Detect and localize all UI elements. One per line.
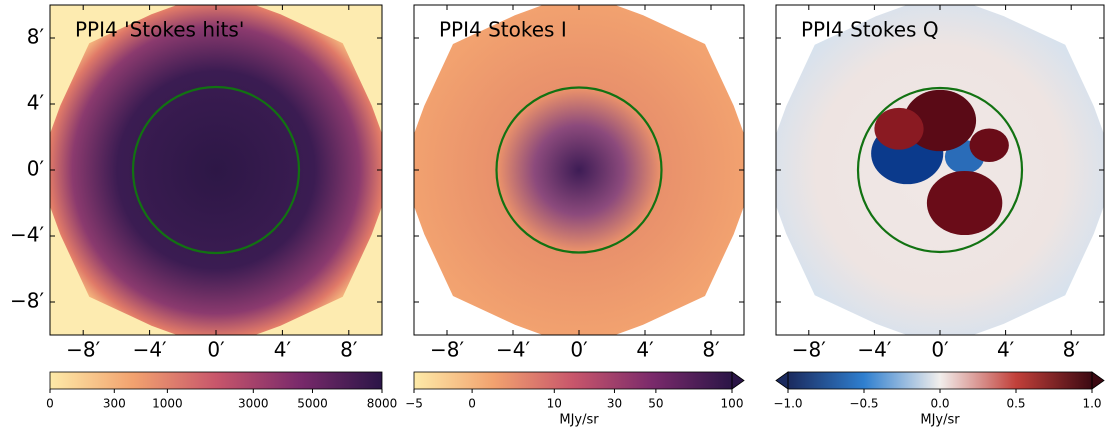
map-feature xyxy=(969,128,1009,162)
x-tick-label: 8′ xyxy=(702,338,720,362)
x-tick-label: 4′ xyxy=(274,338,292,362)
x-tick-label: 0′ xyxy=(931,338,949,362)
colorbar-extend-min xyxy=(775,371,789,390)
y-tick-label: 4′ xyxy=(27,91,45,115)
colorbar-tick-label: 0 xyxy=(468,397,476,411)
x-tick-label: −8′ xyxy=(66,338,100,362)
x-tick-label: 0′ xyxy=(207,338,225,362)
colorbar-tick-label: 1000 xyxy=(152,397,183,411)
y-tick-label: 8′ xyxy=(27,25,45,49)
panel-title: PPI4 Stokes Q xyxy=(801,18,939,42)
x-tick-label: −8′ xyxy=(430,338,464,362)
colorbar-tick-label: 300 xyxy=(103,397,126,411)
colorbar-tick-label: −1.0 xyxy=(773,397,802,411)
colorbar-tick-label: 0 xyxy=(46,397,54,411)
region-circle xyxy=(856,86,1024,254)
x-tick-label: 4′ xyxy=(636,338,654,362)
colorbar-frame xyxy=(49,371,383,390)
map-image xyxy=(776,5,1104,335)
colorbar-tick-label: 8000 xyxy=(367,397,398,411)
region-circle xyxy=(495,86,663,254)
colorbar-tick-label: 5000 xyxy=(297,397,328,411)
x-tick-label: 0′ xyxy=(570,338,588,362)
x-tick-label: −4′ xyxy=(133,338,167,362)
colorbar-tick-label: 3000 xyxy=(238,397,269,411)
panel-title: PPI4 'Stokes hits' xyxy=(75,18,244,42)
map-coverage xyxy=(50,5,382,335)
colorbar-extend-max xyxy=(1091,371,1105,390)
colorbar xyxy=(414,372,732,389)
colorbar xyxy=(50,372,382,389)
map-image xyxy=(50,5,382,335)
colorbar-tick-label: 0.5 xyxy=(1006,397,1025,411)
map-feature xyxy=(874,107,924,150)
x-tick-label: −8′ xyxy=(792,338,826,362)
colorbar-tick-label: 1.0 xyxy=(1082,397,1101,411)
colorbar-tick-label: 10 xyxy=(547,397,562,411)
panel-title: PPI4 Stokes I xyxy=(439,18,567,42)
colorbar-tick-label: −5 xyxy=(405,397,423,411)
map-coverage xyxy=(776,5,1104,335)
y-tick-label: 0′ xyxy=(27,157,45,181)
x-tick-label: 8′ xyxy=(340,338,358,362)
y-tick-label: −4′ xyxy=(10,223,44,247)
colorbar-tick-label: 0.0 xyxy=(930,397,949,411)
colorbar-tick-label: 100 xyxy=(721,397,744,411)
x-tick-label: −4′ xyxy=(496,338,530,362)
colorbar xyxy=(788,372,1092,389)
x-tick-label: 4′ xyxy=(997,338,1015,362)
colorbar-frame xyxy=(413,371,733,390)
colorbar-tick-label: 50 xyxy=(648,397,663,411)
colorbar-tick-label: −0.5 xyxy=(849,397,878,411)
colorbar-tick-label: 30 xyxy=(607,397,622,411)
map-feature xyxy=(926,170,1003,236)
map-image xyxy=(414,5,744,335)
colorbar-label: MJy/sr xyxy=(920,413,960,428)
region-circle xyxy=(131,85,301,255)
colorbar-label: MJy/sr xyxy=(559,413,599,428)
x-tick-label: −4′ xyxy=(857,338,891,362)
y-tick-label: −8′ xyxy=(10,289,44,313)
map-coverage xyxy=(414,5,744,335)
x-tick-label: 8′ xyxy=(1063,338,1081,362)
colorbar-extend-max xyxy=(731,371,745,390)
